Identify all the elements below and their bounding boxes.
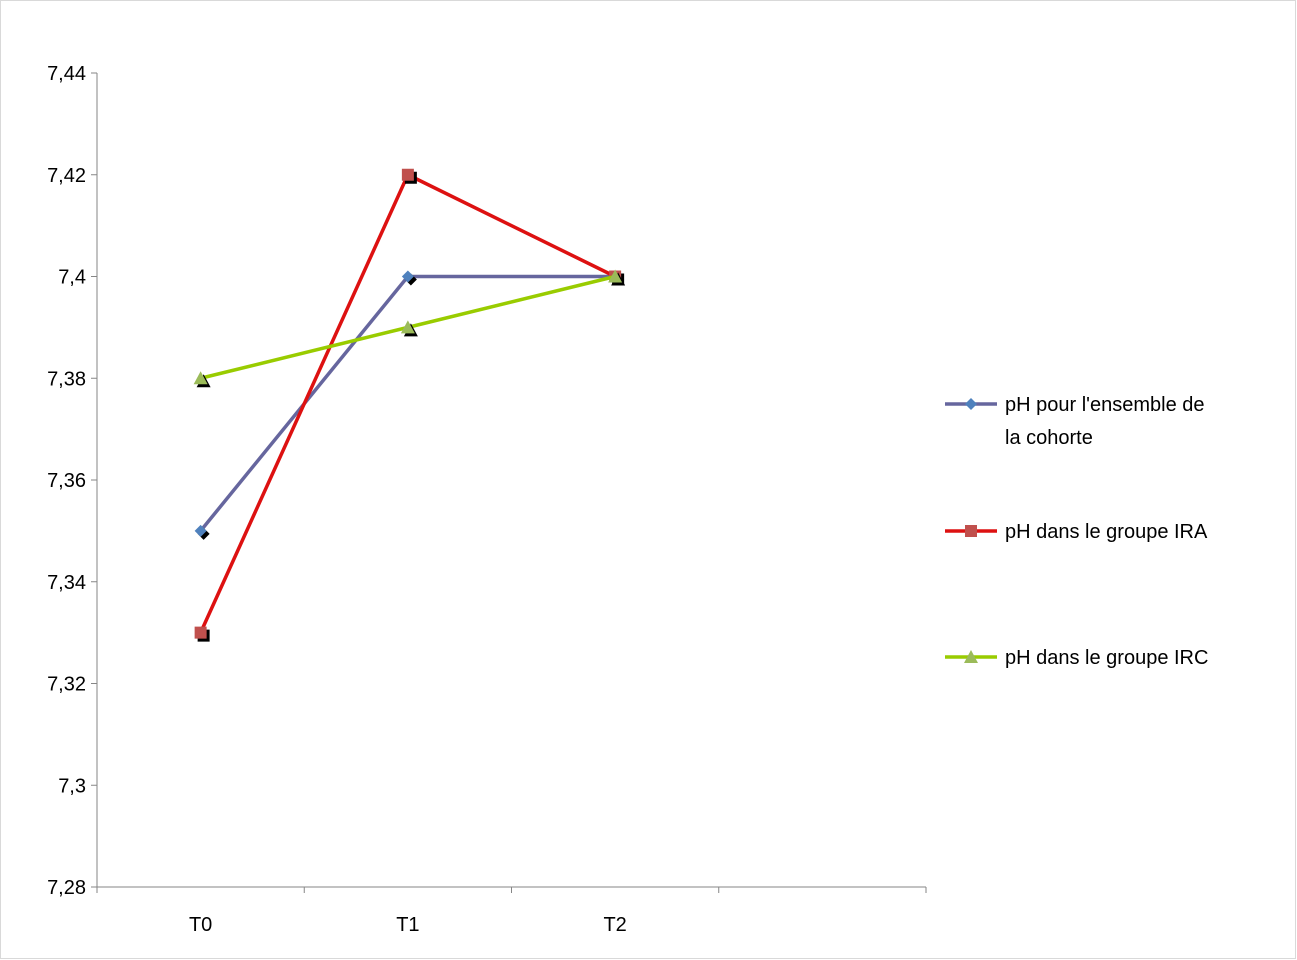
data-point: [608, 269, 623, 283]
y-tick-label: 7,32: [47, 674, 86, 696]
data-point: [193, 371, 208, 385]
legend-label: pH dans le groupe IRC: [1005, 647, 1208, 669]
plot-area: [193, 168, 626, 642]
x-tick-label: T0: [189, 914, 212, 936]
legend-label: la cohorte: [1005, 427, 1093, 449]
y-tick-label: 7,28: [47, 877, 86, 899]
y-tick-label: 7,44: [47, 63, 86, 85]
data-point: [401, 168, 414, 181]
legend-marker: [965, 525, 977, 537]
legend-entry: pH pour l'ensemble de la cohorte: [945, 394, 1205, 449]
data-point: [400, 320, 415, 334]
x-tick-label: T1: [396, 914, 419, 936]
y-tick-label: 7,38: [47, 368, 86, 390]
legend-marker: [964, 650, 978, 663]
legend-marker: [965, 398, 977, 410]
y-tick-label: 7,36: [47, 470, 86, 492]
y-tick-label: 7,42: [47, 165, 86, 187]
axes: 7,28 7,3 7,32 7,34 7,36 7,38 7,4 7,42 7,44 T0 T1 T2: [47, 63, 927, 936]
legend: pH pour l'ensemble de la cohorte pH dans l…: [945, 394, 1208, 669]
legend-label: pH pour l'ensemble de: [1005, 394, 1205, 416]
y-tick-label: 7,4: [58, 267, 86, 289]
x-tick-label: T2: [603, 914, 626, 936]
legend-label: pH dans le groupe IRA: [1005, 521, 1208, 543]
data-point: [194, 626, 207, 639]
series-3: [193, 269, 626, 388]
legend-entry: pH dans le groupe IRA: [945, 521, 1208, 543]
y-tick-label: 7,34: [47, 572, 86, 594]
y-tick-label: 7,3: [58, 775, 86, 797]
data-point: [401, 270, 414, 283]
data-point: [194, 524, 207, 537]
legend-entry: pH dans le groupe IRC: [945, 647, 1208, 669]
